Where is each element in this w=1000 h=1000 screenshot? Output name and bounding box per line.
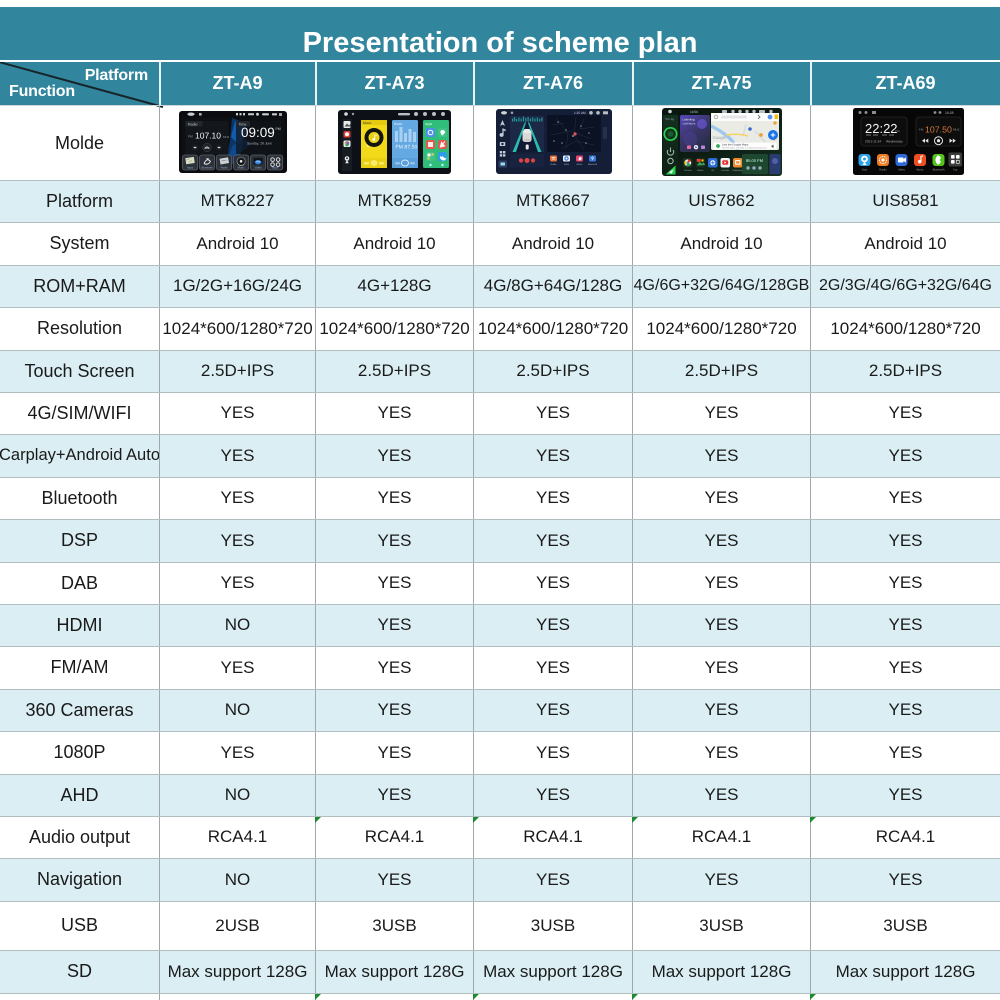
svg-text:QS: QS	[711, 169, 715, 172]
svg-text:Navi: Navi	[862, 168, 868, 172]
svg-text:Apps: Apps	[425, 122, 433, 126]
svg-text:5m 1g: 5m 1g	[666, 117, 675, 121]
svg-text:FM 87.50: FM 87.50	[396, 145, 418, 151]
svg-text:FM: FM	[188, 134, 193, 138]
svg-text:Bluetooth: Bluetooth	[588, 163, 598, 166]
svg-text:2021-11-24: 2021-11-24	[865, 140, 881, 144]
svg-text:Apps: Apps	[187, 166, 194, 169]
svg-text:107.50: 107.50	[925, 125, 952, 135]
svg-text:Listening: Listening	[683, 118, 695, 122]
svg-text:Lets the Google Maps: Lets the Google Maps	[722, 144, 749, 147]
svg-text:MHZ: MHZ	[953, 128, 960, 132]
svg-text:Music: Music	[916, 168, 924, 172]
svg-text:19:56: 19:56	[690, 110, 698, 114]
svg-text:Music: Music	[237, 166, 245, 169]
svg-text:Google: Google	[713, 135, 727, 140]
svg-text:Bluetooth: Bluetooth	[933, 168, 945, 172]
svg-text:MHz: MHz	[223, 135, 230, 139]
svg-text:Apps: Apps	[272, 166, 279, 169]
svg-text:Music: Music	[577, 163, 584, 166]
svg-text:19:28: 19:28	[945, 111, 954, 115]
svg-text:PM: PM	[275, 127, 280, 131]
svg-text:Time: Time	[238, 122, 246, 126]
svg-text:Radio: Radio	[879, 168, 887, 172]
svg-text:Photos: Photos	[697, 169, 703, 172]
svg-text:09:09: 09:09	[241, 125, 275, 140]
svg-text:Radio: Radio	[394, 122, 403, 126]
svg-text:YouTube: YouTube	[721, 169, 730, 172]
svg-text:1:25 AM: 1:25 AM	[574, 111, 586, 115]
svg-text:Video: Video	[254, 166, 261, 169]
svg-text:Radio: Radio	[220, 166, 228, 169]
svg-text:continues: continues	[683, 122, 696, 126]
svg-text:Top: Top	[953, 168, 958, 172]
svg-text:Video: Video	[564, 163, 570, 166]
svg-text:PM: PM	[895, 129, 900, 133]
svg-text:Wednesday: Wednesday	[886, 140, 903, 144]
svg-text:85.00 FM: 85.00 FM	[746, 158, 763, 163]
svg-text:Chrome: Chrome	[684, 169, 692, 172]
svg-text:Sunday, 28 June: Sunday, 28 June	[247, 141, 272, 145]
svg-text:Bluetooth: Bluetooth	[201, 166, 213, 169]
svg-text:FM: FM	[919, 128, 924, 132]
svg-text:See the Maps. The data it is t: See the Maps. The data it is that the an…	[722, 147, 767, 150]
svg-text:Radio: Radio	[188, 122, 197, 126]
svg-text:Radio: Radio	[551, 163, 557, 166]
svg-text:22:22: 22:22	[865, 121, 898, 136]
svg-text:FileBrowser: FileBrowser	[732, 169, 743, 172]
svg-text:107.10: 107.10	[195, 130, 221, 140]
svg-text:Video: Video	[898, 168, 906, 172]
svg-text:Music: Music	[363, 121, 372, 125]
